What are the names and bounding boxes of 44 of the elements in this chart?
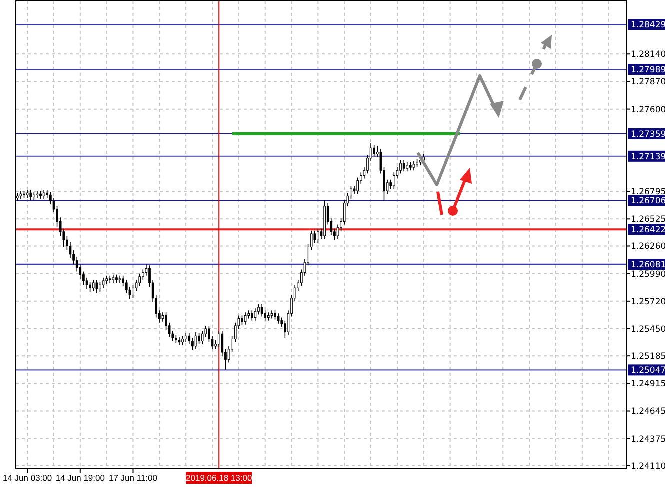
candlestick xyxy=(406,162,409,172)
x-tick-label: 17 Jun 11:00 xyxy=(108,473,158,483)
y-tick-label: 1.26525 xyxy=(631,215,665,226)
candlestick xyxy=(162,312,164,322)
candlestick xyxy=(42,190,46,200)
candlestick xyxy=(182,336,184,346)
x-tick-label: 2019.06.18 13:00 xyxy=(186,473,252,483)
candlestick xyxy=(402,160,406,172)
ref-line-label: 1.26081 xyxy=(631,260,665,271)
candlestick xyxy=(198,332,200,345)
ref-line-label: 1.25047 xyxy=(631,366,665,376)
y-tick-label: 1.24375 xyxy=(631,434,665,445)
candlestick xyxy=(250,310,254,322)
candlestick xyxy=(244,312,247,326)
candlestick xyxy=(390,179,392,190)
candlestick xyxy=(221,330,224,357)
candlestick xyxy=(36,190,39,199)
candlestick xyxy=(277,313,280,324)
ref-line-label: 1.26422 xyxy=(631,226,665,236)
y-tick-label: 1.24915 xyxy=(631,380,665,390)
candlestick xyxy=(373,144,376,158)
y-tick-label: 1.24645 xyxy=(631,407,665,418)
candlestick xyxy=(30,190,32,201)
candlestick xyxy=(254,308,257,322)
candlestick xyxy=(92,280,95,292)
candlestick xyxy=(260,304,264,318)
candlestick xyxy=(89,282,92,293)
candlestick xyxy=(317,228,320,244)
x-tick-label: 14 Jun 19:00 xyxy=(56,473,106,483)
y-tick-label: 1.25185 xyxy=(631,352,665,362)
candlestick xyxy=(86,278,88,290)
candlestick xyxy=(188,332,191,345)
candlestick xyxy=(96,280,98,294)
y-tick-label: 1.26795 xyxy=(631,188,665,198)
candlestick xyxy=(102,278,105,289)
candlestick xyxy=(99,282,102,293)
x-tick-label: 14 Jun 03:00 xyxy=(2,473,52,483)
candlestick xyxy=(270,310,274,320)
candlestick xyxy=(336,224,340,240)
candlestick xyxy=(314,230,316,244)
candlestick xyxy=(184,332,188,343)
candlestick xyxy=(274,310,276,320)
candlestick xyxy=(412,161,416,172)
candlestick xyxy=(241,315,244,326)
